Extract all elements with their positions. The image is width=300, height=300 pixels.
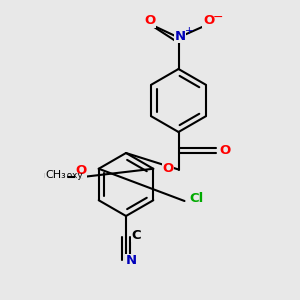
Text: Cl: Cl [189, 191, 204, 205]
Text: O: O [203, 14, 214, 28]
Text: O: O [162, 161, 174, 175]
Text: +: + [185, 26, 193, 36]
Text: N: N [174, 29, 186, 43]
Text: −: − [212, 11, 223, 24]
Text: O: O [75, 164, 87, 178]
Text: N: N [126, 254, 137, 268]
Text: O: O [219, 143, 231, 157]
Text: O: O [144, 14, 156, 28]
Text: CH₃: CH₃ [45, 170, 66, 181]
Text: methoxy: methoxy [43, 171, 83, 180]
Text: C: C [131, 229, 141, 242]
